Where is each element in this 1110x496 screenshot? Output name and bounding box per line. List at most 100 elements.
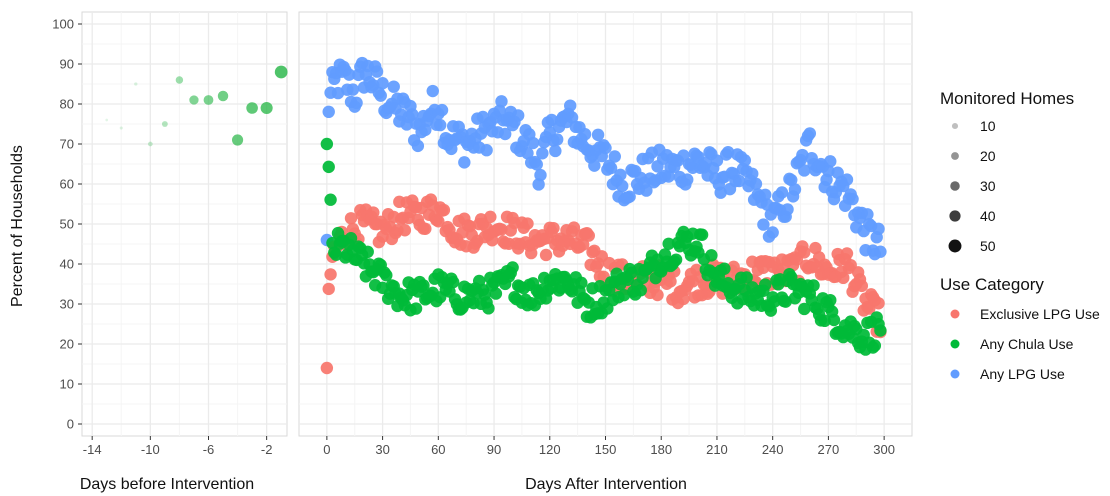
y-tick-label: 40 — [60, 257, 74, 272]
data-point-chula — [705, 249, 718, 262]
size-legend-label: 10 — [980, 118, 996, 134]
x-tick-label: 90 — [487, 442, 501, 457]
data-point-chula-pre — [189, 95, 199, 105]
y-tick-label: 0 — [67, 417, 74, 432]
size-legend-dot — [951, 152, 959, 160]
data-point-excl — [344, 212, 358, 225]
color-legend-label: Any LPG Use — [980, 366, 1065, 382]
data-point-lpg — [746, 167, 759, 180]
data-point-lpg — [591, 128, 605, 142]
data-point-chula-pre — [246, 102, 258, 114]
data-point-chula-pre — [161, 121, 168, 127]
data-point-lpg — [608, 150, 621, 163]
data-point-chula-pre — [231, 134, 244, 146]
y-tick-label: 50 — [60, 217, 74, 232]
legend-size-title: Monitored Homes — [940, 89, 1074, 108]
data-point-lpg — [435, 103, 449, 117]
x-tick-label: -6 — [203, 442, 215, 457]
data-point-chula — [669, 253, 683, 266]
data-point-excl — [322, 282, 335, 296]
data-point-chula — [489, 287, 503, 300]
data-point-chula — [617, 288, 631, 302]
data-point-chula — [322, 160, 335, 174]
data-point-chula — [482, 302, 495, 315]
data-point-lpg — [322, 105, 335, 119]
y-tick-label: 60 — [60, 177, 74, 192]
x-tick-label: 180 — [650, 442, 672, 457]
data-point-lpg — [342, 68, 356, 81]
legend-color-title: Use Category — [940, 275, 1044, 294]
data-point-lpg — [803, 127, 817, 140]
data-point-chula — [409, 302, 423, 315]
data-point-excl — [539, 248, 553, 262]
data-point-excl — [419, 222, 432, 235]
data-point-chula — [575, 276, 588, 290]
data-point-chula-pre — [147, 141, 153, 147]
data-point-lpg — [536, 147, 549, 160]
data-point-chula — [417, 279, 430, 292]
data-point-lpg — [374, 89, 387, 102]
data-point-lpg — [785, 173, 798, 187]
y-tick-label: 30 — [60, 297, 74, 312]
data-point-lpg — [511, 109, 525, 122]
x-tick-label: 300 — [873, 442, 895, 457]
data-point-lpg — [759, 188, 772, 201]
size-legend-dot — [949, 210, 961, 222]
y-axis-title: Percent of Households — [9, 145, 26, 307]
data-point-lpg — [614, 168, 627, 182]
data-point-excl — [664, 275, 677, 288]
data-point-excl — [837, 271, 850, 285]
data-point-lpg — [433, 118, 447, 132]
size-legend-label: 50 — [980, 238, 996, 254]
data-point-lpg — [565, 111, 579, 124]
data-point-chula-pre — [203, 95, 214, 105]
data-point-lpg — [350, 96, 363, 110]
data-point-excl — [398, 224, 412, 237]
data-point-lpg — [495, 95, 508, 108]
data-point-excl — [798, 246, 811, 259]
data-point-lpg — [616, 179, 629, 193]
data-point-lpg — [733, 174, 746, 188]
data-point-chula — [634, 284, 647, 297]
data-point-lpg — [346, 83, 360, 96]
data-point-lpg — [822, 164, 835, 178]
data-point-excl — [495, 223, 508, 236]
x-tick-label: 240 — [762, 442, 784, 457]
data-point-chula — [361, 245, 374, 259]
data-point-chula-pre — [260, 101, 273, 115]
x-tick-label: 0 — [323, 442, 330, 457]
color-legend-dot — [950, 309, 960, 319]
y-tick-label: 70 — [60, 137, 74, 152]
data-point-chula — [868, 339, 882, 352]
x-tick-label: 210 — [706, 442, 728, 457]
panel-before-intervention: -14 -10 -6 -2 0 10 20 30 40 50 60 70 80 90 100 — [52, 11, 288, 457]
data-point-lpg — [721, 145, 735, 159]
x-axis-title-before: Days before Intervention — [80, 476, 254, 493]
data-point-lpg — [640, 184, 653, 197]
data-point-lpg — [766, 226, 779, 239]
data-point-excl — [577, 238, 590, 251]
data-point-lpg — [376, 77, 389, 90]
size-legend-label: 30 — [980, 178, 996, 194]
data-point-lpg — [521, 147, 534, 160]
data-point-chula — [824, 293, 837, 307]
x-tick-label: -2 — [261, 442, 273, 457]
data-point-lpg — [387, 80, 400, 93]
data-point-excl — [432, 215, 445, 228]
data-point-excl — [521, 217, 534, 230]
data-point-lpg — [493, 104, 506, 117]
y-tick-label: 10 — [60, 377, 74, 392]
data-point-lpg — [861, 208, 874, 221]
color-legend-dot — [950, 339, 960, 349]
data-point-chula — [827, 313, 841, 327]
data-point-lpg — [411, 139, 425, 153]
data-point-chula-pre — [134, 82, 138, 86]
data-point-lpg — [578, 127, 592, 141]
data-point-lpg — [604, 161, 618, 175]
data-point-lpg — [498, 127, 512, 141]
data-point-lpg — [846, 192, 859, 206]
data-point-chula — [324, 193, 337, 206]
data-point-lpg — [458, 156, 471, 169]
x-axis-title-after: Days After Intervention — [525, 476, 687, 493]
